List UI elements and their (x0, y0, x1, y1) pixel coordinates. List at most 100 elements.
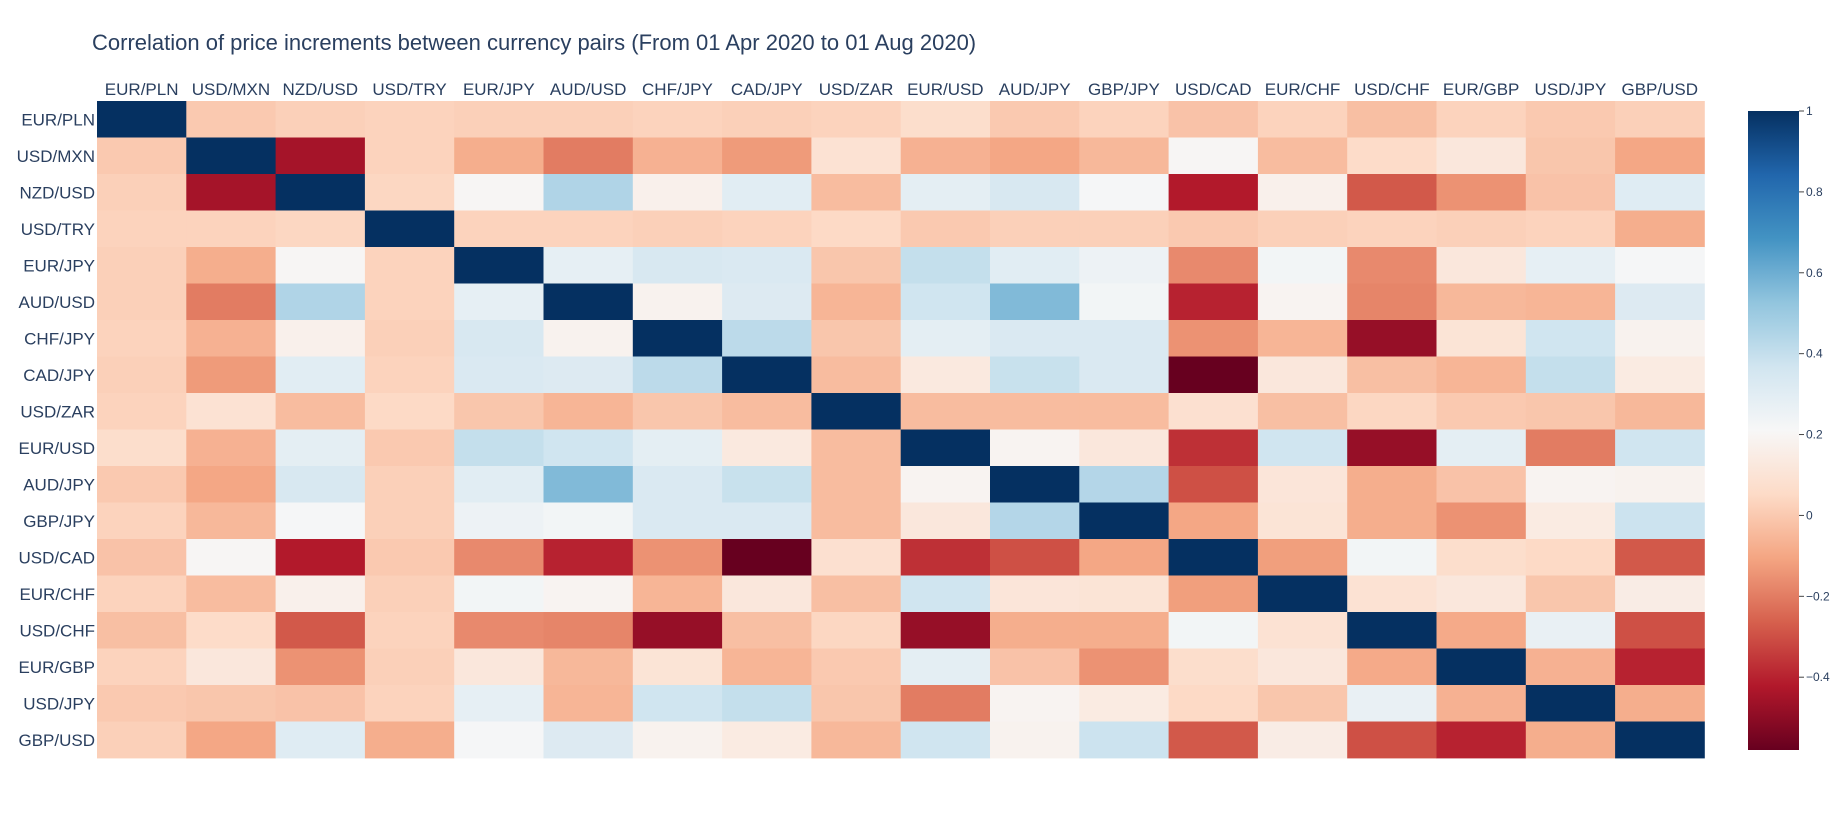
heatmap-cell (543, 283, 634, 321)
heatmap-cell (1436, 174, 1527, 211)
heatmap-cell (186, 137, 276, 175)
heatmap-cell (990, 101, 1080, 138)
heatmap-cell (1525, 101, 1616, 138)
x-tick-label: USD/TRY (372, 80, 446, 99)
heatmap-cell (722, 539, 812, 576)
heatmap-cell (97, 283, 187, 321)
heatmap-cell (722, 101, 812, 138)
heatmap-cell (454, 137, 544, 175)
heatmap-cell (632, 685, 723, 722)
heatmap-cell (1436, 575, 1527, 613)
heatmap-cell (811, 648, 902, 686)
heatmap-cell (454, 612, 544, 649)
heatmap-cell (632, 210, 723, 248)
heatmap-cell (1079, 648, 1169, 686)
heatmap-cell (275, 137, 366, 175)
heatmap-cell (97, 393, 187, 430)
y-tick-label: USD/MXN (17, 147, 95, 166)
heatmap-cell (1168, 721, 1259, 759)
heatmap-cell (364, 174, 455, 211)
heatmap-cell (900, 539, 991, 576)
heatmap-cell (97, 721, 187, 759)
heatmap-cell (186, 283, 276, 321)
x-tick-label: EUR/USD (907, 80, 984, 99)
y-tick-label: GBP/JPY (23, 512, 95, 531)
heatmap-cell (1615, 320, 1705, 357)
heatmap-cell (1079, 575, 1169, 613)
colorbar-ticks: 1 0.8 0.6 0.4 0.2 0 −0.2 −0.4 (1799, 104, 1830, 684)
x-tick-label: EUR/JPY (463, 80, 535, 99)
heatmap-cell (1615, 137, 1705, 175)
heatmap-cell (275, 648, 366, 686)
heatmap-cell (1615, 101, 1705, 138)
heatmap-cell (722, 721, 812, 759)
heatmap-cell (364, 320, 455, 357)
heatmap-cell (990, 429, 1080, 467)
heatmap-cell (543, 502, 634, 540)
heatmap-cell (1257, 101, 1348, 138)
heatmap-cell (1079, 721, 1169, 759)
y-tick-label: EUR/PLN (21, 110, 95, 129)
heatmap-cell (543, 174, 634, 211)
heatmap-cell (1257, 393, 1348, 430)
heatmap-cell (811, 612, 902, 649)
y-tick-label: AUD/JPY (23, 475, 95, 494)
heatmap-cell (364, 101, 455, 138)
y-tick-label: USD/TRY (21, 220, 95, 239)
colorbar-tick-label: 0.8 (1806, 185, 1823, 199)
y-tick-label: EUR/CHF (19, 585, 95, 604)
heatmap-cell (900, 648, 991, 686)
heatmap-cell (632, 247, 723, 284)
heatmap-cell (900, 356, 991, 394)
x-tick-label: AUD/USD (550, 80, 627, 99)
heatmap-cell (1525, 174, 1616, 211)
heatmap-cell (1525, 356, 1616, 394)
heatmap-cell (1615, 393, 1705, 430)
heatmap-cell (1525, 320, 1616, 357)
heatmap-cell (1079, 539, 1169, 576)
heatmap-cell (900, 320, 991, 357)
heatmap-cell (364, 429, 455, 467)
heatmap-cell (632, 429, 723, 467)
heatmap-cell (1257, 721, 1348, 759)
heatmap-cell (1347, 210, 1437, 248)
heatmap-cell (1347, 648, 1437, 686)
heatmap-cell (543, 247, 634, 284)
heatmap-cell (1525, 283, 1616, 321)
colorbar-tick-label: 0.6 (1806, 266, 1823, 280)
heatmap-cell (1347, 137, 1437, 175)
heatmap-cell (1257, 612, 1348, 649)
heatmap-cell (1436, 320, 1527, 357)
heatmap-cell (632, 320, 723, 357)
heatmap-cell (97, 210, 187, 248)
heatmap-cell (543, 612, 634, 649)
x-tick-label: AUD/JPY (999, 80, 1071, 99)
colorbar-tick-label: 1 (1806, 104, 1813, 118)
x-tick-label: CAD/JPY (731, 80, 803, 99)
heatmap-cell (1525, 210, 1616, 248)
heatmap-cell (97, 466, 187, 503)
heatmap-cell (1615, 721, 1705, 759)
heatmap-cell (1525, 137, 1616, 175)
heatmap-cell (1079, 429, 1169, 467)
heatmap-cell (186, 502, 276, 540)
heatmap-cell (1257, 283, 1348, 321)
heatmap-cell (543, 393, 634, 430)
y-tick-label: CAD/JPY (23, 366, 95, 385)
heatmap-cell (275, 429, 366, 467)
heatmap-cell (1347, 101, 1437, 138)
heatmap-cell (454, 685, 544, 722)
heatmap-cell (1347, 356, 1437, 394)
heatmap-cell (1525, 393, 1616, 430)
heatmap-cell (186, 539, 276, 576)
heatmap-cell (454, 174, 544, 211)
heatmap-cell (1079, 393, 1169, 430)
heatmap-cell (186, 393, 276, 430)
x-tick-label: USD/MXN (192, 80, 270, 99)
heatmap-cell (364, 247, 455, 284)
colorbar-tick-label: −0.2 (1806, 589, 1830, 603)
heatmap-cell (543, 575, 634, 613)
heatmap-cell (454, 721, 544, 759)
y-tick-label: CHF/JPY (24, 329, 95, 348)
heatmap-cell (1079, 101, 1169, 138)
